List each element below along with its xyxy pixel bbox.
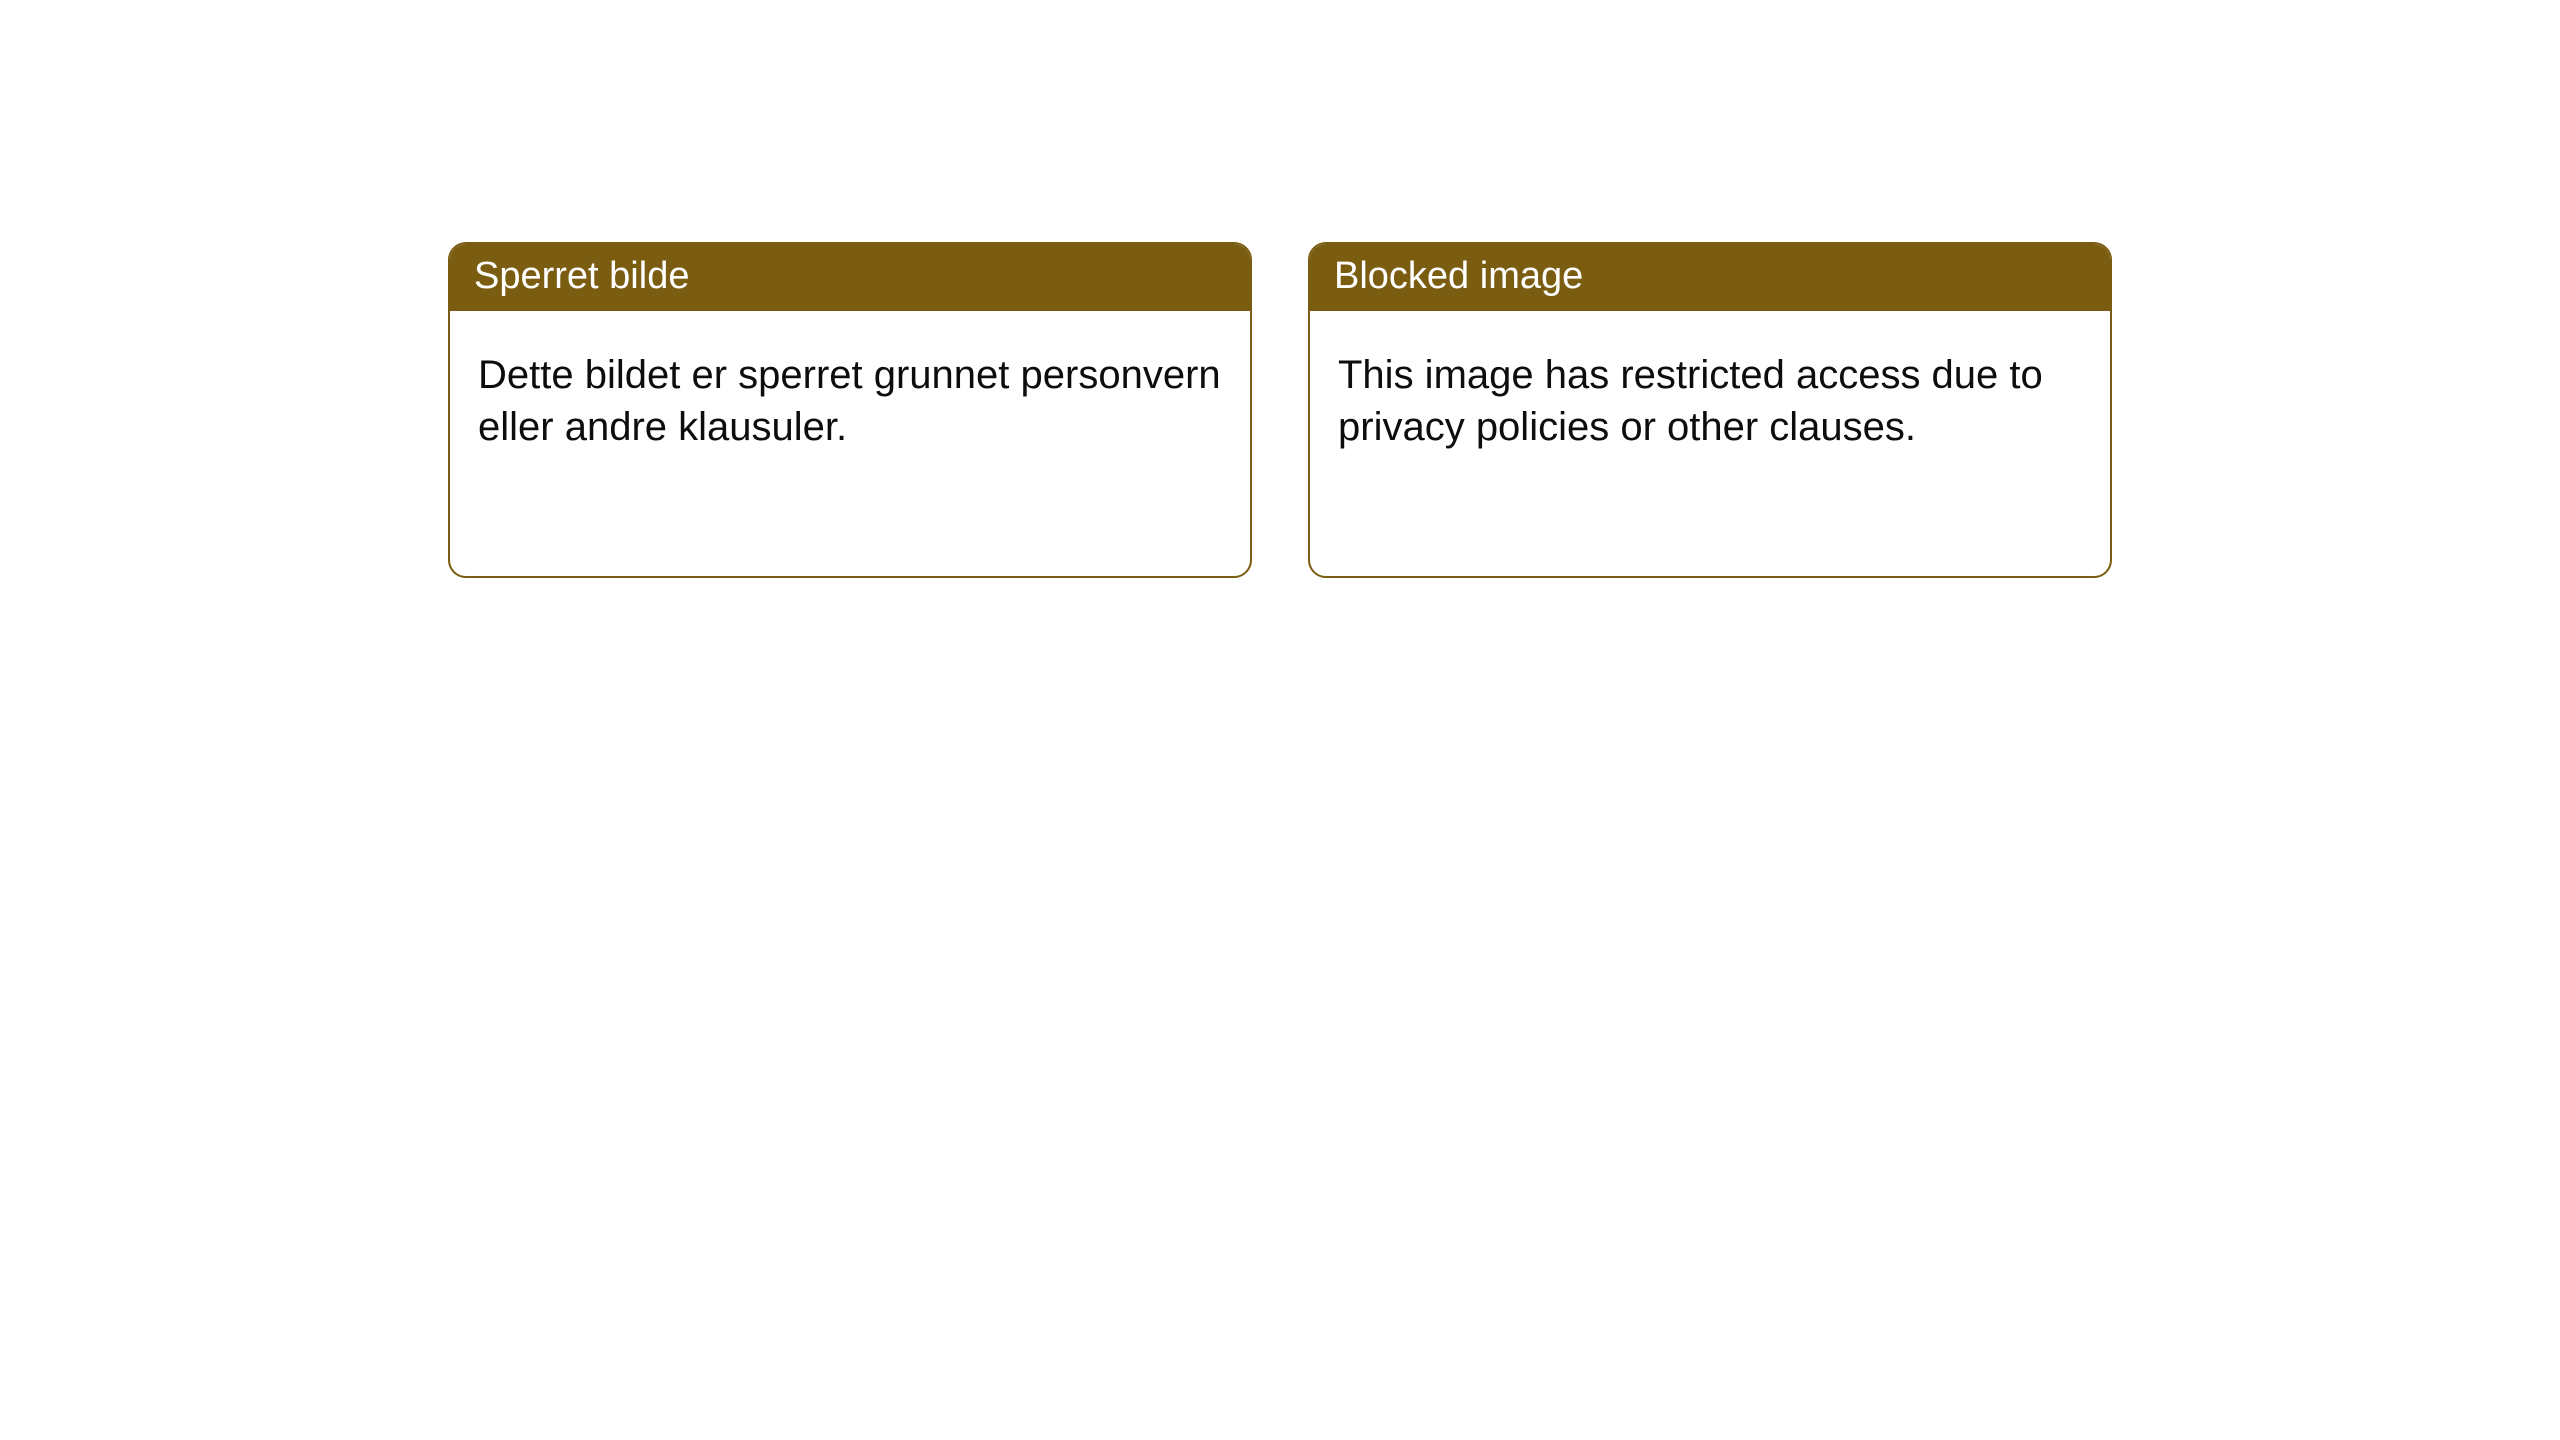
notice-title-english: Blocked image [1310,244,2110,311]
notice-title-norwegian: Sperret bilde [450,244,1250,311]
notice-container: Sperret bilde Dette bildet er sperret gr… [0,0,2560,578]
notice-box-norwegian: Sperret bilde Dette bildet er sperret gr… [448,242,1252,578]
notice-body-norwegian: Dette bildet er sperret grunnet personve… [450,311,1250,473]
notice-box-english: Blocked image This image has restricted … [1308,242,2112,578]
notice-body-english: This image has restricted access due to … [1310,311,2110,473]
